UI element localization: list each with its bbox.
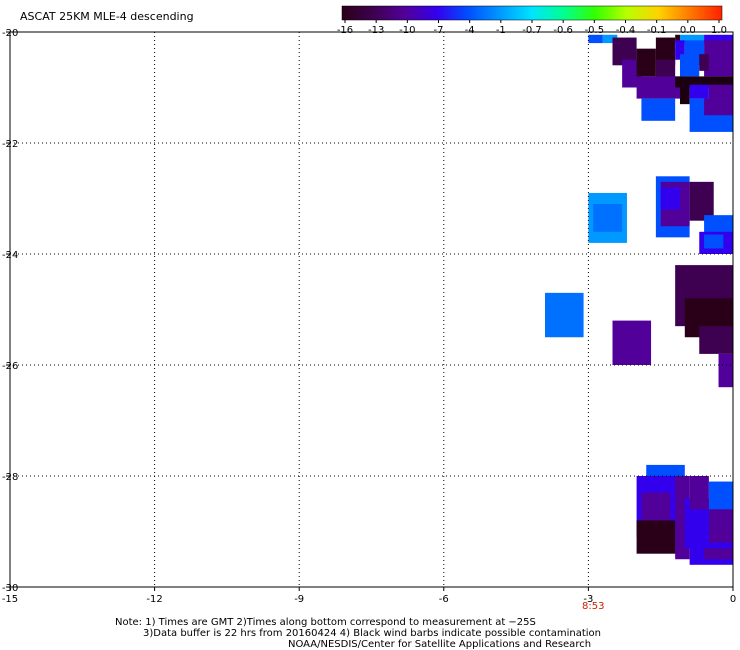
plot-frame	[9, 31, 734, 588]
data-cell	[636, 520, 680, 554]
data-cell	[636, 48, 656, 77]
colorbar-label: -1	[496, 25, 506, 36]
time-labels: 8:53	[582, 601, 604, 612]
x-tick-label: -15	[2, 594, 18, 605]
time-label: 8:53	[582, 601, 604, 612]
colorbar-label: -7	[434, 25, 444, 36]
y-tick-label: -26	[2, 361, 18, 372]
data-cell	[641, 98, 676, 121]
colorbar-gradient	[341, 5, 723, 21]
data-cell	[675, 76, 733, 88]
x-tick-label: -6	[439, 594, 449, 605]
x-tick-label: -12	[146, 594, 162, 605]
y-tick-label: -20	[2, 28, 18, 39]
x-tick-label: -9	[294, 594, 304, 605]
map-title: ASCAT 25KM MLE-4 descending	[20, 10, 194, 23]
colorbar-label: -10	[399, 25, 415, 36]
y-tick-label: -22	[2, 139, 18, 150]
colorbar-label: 0.0	[680, 25, 696, 36]
data-cell	[704, 548, 733, 560]
colorbar-label: -0.4	[616, 25, 636, 36]
data-cell	[689, 181, 714, 221]
x-tick-label: 0	[730, 594, 736, 605]
note-line-3: NOAA/NESDIS/Center for Satellite Applica…	[288, 639, 591, 650]
data-cell	[612, 320, 652, 365]
colorbar-label: 1.0	[711, 25, 727, 36]
colorbar-label: -4	[465, 25, 475, 36]
data-cell	[675, 40, 685, 60]
data-cell	[602, 34, 618, 44]
note-line-1: Note: 1) Times are GMT 2)Times along bot…	[115, 617, 536, 628]
y-axis: -20 -22 -24 -26 -28 -30	[2, 28, 18, 594]
data-cell	[593, 204, 623, 232]
data-cell	[679, 34, 705, 44]
data-cell	[636, 76, 685, 99]
data-cell	[699, 54, 709, 71]
colorbar-label: -0.7	[522, 25, 542, 36]
x-axis: -15 -12 -9 -6 -3 0	[2, 587, 736, 605]
data-cell	[699, 326, 733, 354]
colorbar-label: -16	[337, 25, 353, 36]
colorbar-label: -0.6	[553, 25, 573, 36]
data-cell	[545, 292, 584, 338]
colorbar: -16 -13 -10 -7 -4 -1 -0.7 -0.6 -0.5 -0.4 -0.1 0.0 1.…	[337, 5, 727, 36]
y-tick-label: -30	[2, 583, 18, 594]
colorbar-label: -0.1	[647, 25, 667, 36]
data-cell	[588, 34, 603, 44]
data-cell	[679, 84, 690, 105]
data-cell	[660, 187, 680, 210]
data-cell	[655, 37, 676, 66]
data-cell	[704, 98, 733, 116]
data-cells	[545, 34, 733, 565]
note-line-2: 3)Data buffer is 22 hrs from 20160424 4)…	[143, 628, 601, 639]
data-cell	[675, 34, 680, 44]
x-tick-label: -3	[583, 594, 593, 605]
colorbar-label: -13	[368, 25, 384, 36]
grid-lines	[10, 32, 733, 587]
colorbar-label: -0.5	[585, 25, 605, 36]
data-cell	[655, 59, 676, 82]
plot-area: -15 -12 -9 -6 -3 0 -20-22-24-26-28-30 8:53	[2, 28, 736, 612]
y-tick-label: -24	[2, 250, 18, 261]
data-cell	[679, 54, 700, 77]
data-cell	[704, 215, 733, 238]
data-cell	[718, 353, 733, 388]
data-cell	[704, 34, 733, 44]
data-cell	[689, 476, 709, 510]
y-tick-label: -28	[2, 472, 18, 483]
data-cell	[689, 84, 709, 99]
data-cell	[708, 509, 733, 549]
data-cell	[704, 234, 724, 249]
